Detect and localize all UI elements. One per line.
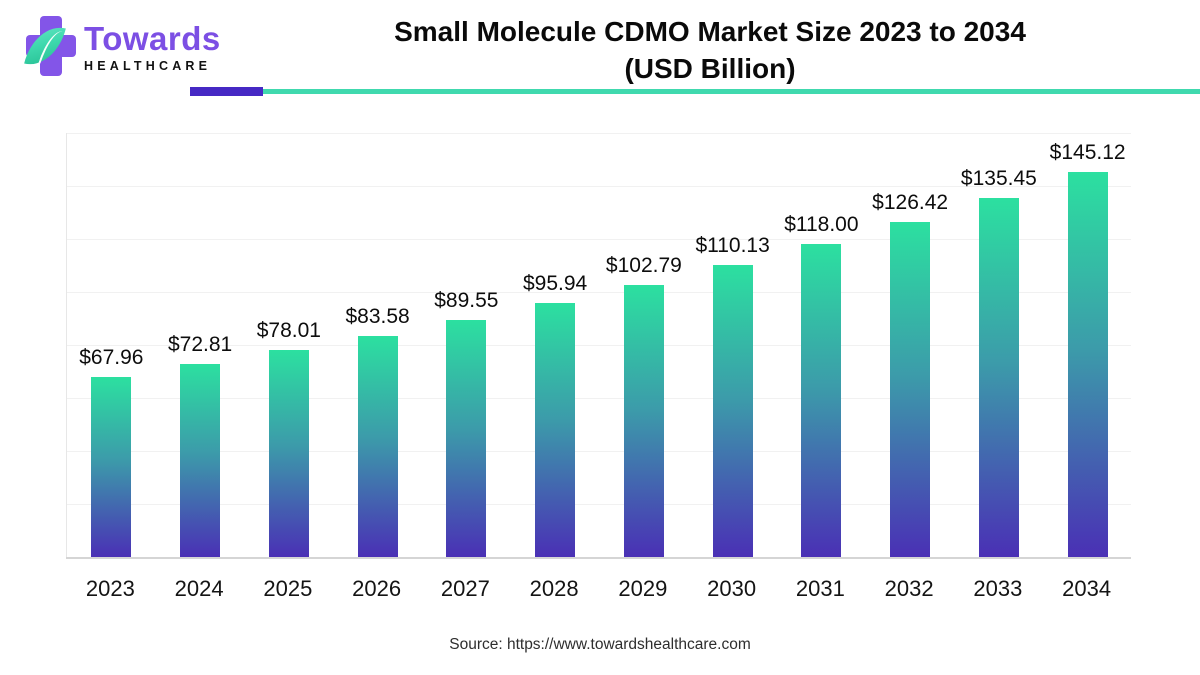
gridline-160 [67, 133, 1131, 134]
x-tick-label-2025: 2025 [263, 576, 313, 601]
x-tick-label-2031: 2031 [795, 576, 845, 601]
source-attribution: Source: https://www.towardshealthcare.co… [449, 636, 751, 653]
bar-value-label-2026: $83.58 [345, 304, 410, 328]
gridline-20 [67, 504, 1131, 505]
bar-value-label-2032: $126.42 [872, 191, 949, 214]
bar-value-label-2031: $118.00 [784, 213, 859, 237]
bar-2028 [535, 302, 576, 557]
bar-2033 [978, 198, 1019, 557]
x-tick-label-2029: 2029 [618, 576, 668, 601]
bar-2034 [1067, 172, 1108, 557]
x-tick-label-2034: 2034 [1062, 576, 1112, 601]
gridline-60 [67, 398, 1131, 399]
bar-2031 [801, 244, 842, 557]
bar-2032 [890, 222, 931, 557]
bar-2026 [357, 335, 398, 557]
brand-subtitle: HEALTHCARE [84, 59, 212, 73]
towards-healthcare-logo: Towards HEALTHCARE [24, 16, 221, 76]
bar-value-label-2033: $135.45 [960, 167, 1037, 191]
brand-text: Towards HEALTHCARE [84, 16, 221, 74]
brand-name: Towards [84, 20, 221, 57]
plot-area: $67.96 $72.81 $78.01 $83.58 $89.55 $95.94 $102… [66, 133, 1131, 559]
medical-cross-leaf-icon [24, 16, 76, 76]
x-tick-label-2026: 2026 [352, 576, 402, 601]
x-tick-label-2033: 2033 [973, 576, 1023, 601]
bar-value-label-2025: $78.01 [256, 319, 321, 343]
chart-title: Small Molecule CDMO Market Size 2023 to … [225, 13, 1195, 87]
chart-title-line1: Small Molecule CDMO Market Size 2023 to … [394, 16, 1026, 47]
chart-title-line2: (USD Billion) [624, 53, 796, 84]
gridline-140 [67, 186, 1131, 187]
bar-2030 [712, 265, 753, 557]
gridline-100 [67, 292, 1131, 293]
gridline-120 [67, 239, 1131, 240]
bar-2024 [180, 364, 221, 557]
x-axis-line [66, 557, 1131, 559]
bar-2025 [268, 350, 309, 557]
bar-value-label-2028: $95.94 [523, 271, 588, 295]
x-tick-label-2027: 2027 [440, 576, 490, 601]
gridline-40 [67, 451, 1131, 452]
x-tick-label-2028: 2028 [529, 576, 579, 601]
bar-2027 [446, 319, 487, 557]
bar-2029 [623, 284, 664, 557]
bar-2023 [91, 376, 132, 557]
x-tick-label-2023: 2023 [85, 576, 135, 601]
bar-value-label-2027: $89.55 [434, 288, 499, 312]
x-tick-label-2032: 2032 [884, 576, 934, 601]
x-tick-label-2024: 2024 [174, 576, 224, 601]
header-accent-teal [263, 89, 1200, 94]
x-tick-label-2030: 2030 [707, 576, 757, 601]
bar-value-label-2030: $110.13 [695, 234, 770, 258]
bar-value-label-2024: $72.81 [168, 333, 233, 357]
bar-value-label-2034: $145.12 [1049, 141, 1126, 165]
bar-value-label-2029: $102.79 [605, 253, 682, 277]
bar-value-label-2023: $67.96 [79, 345, 144, 369]
gridline-80 [67, 345, 1131, 346]
header-accent-purple [190, 87, 263, 96]
